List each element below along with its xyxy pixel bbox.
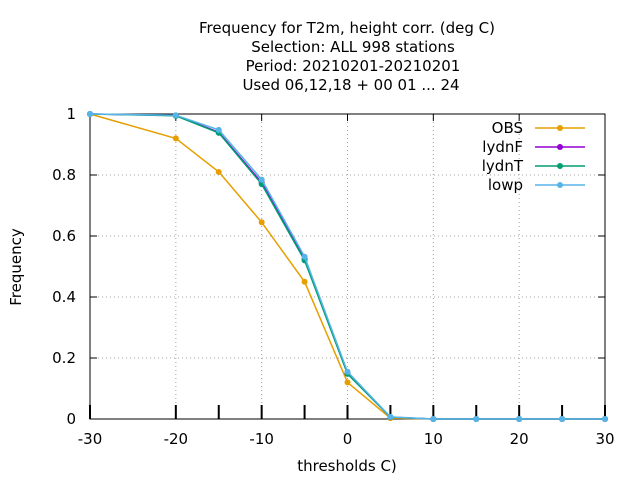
y-axis-label: Frequency — [7, 228, 25, 306]
series-lowp — [87, 111, 608, 422]
title-line-2: Selection: ALL 998 stations — [251, 38, 455, 56]
y-tick-label: 1 — [66, 105, 76, 123]
y-tick-label: 0.6 — [52, 227, 76, 245]
x-tick-label: 10 — [424, 430, 443, 448]
data-point — [559, 416, 566, 422]
data-point — [516, 416, 523, 422]
x-tick-label: 20 — [510, 430, 529, 448]
data-point — [473, 416, 480, 422]
series-line — [89, 113, 605, 420]
legend-swatch-marker — [557, 182, 563, 188]
y-tick-label: 0.2 — [52, 349, 76, 367]
chart-title: Frequency for T2m, height corr. (deg C) … — [199, 19, 495, 94]
data-point — [172, 135, 179, 142]
legend-swatch-marker — [557, 163, 563, 169]
axes: 0 0.2 0.4 0.6 0.8 1 -30 -20 -10 0 10 20 30 — [52, 105, 614, 448]
data-point — [344, 368, 351, 375]
legend-label: OBS — [492, 119, 523, 137]
x-tick-label: 0 — [343, 430, 353, 448]
data-point — [258, 219, 265, 226]
data-point — [602, 416, 608, 422]
legend-swatch-marker — [557, 144, 563, 150]
data-point — [430, 416, 437, 422]
data-point — [387, 413, 394, 420]
data-point — [301, 278, 308, 285]
y-tick-label: 0.8 — [52, 166, 76, 184]
data-point — [215, 126, 222, 133]
legend-label: lydnF — [482, 138, 523, 156]
data-point — [301, 253, 308, 260]
data-point — [215, 168, 222, 175]
data-point — [344, 379, 351, 386]
title-line-4: Used 06,12,18 + 00 01 ... 24 — [242, 76, 459, 94]
data-point — [172, 112, 179, 119]
grid-lines — [90, 114, 605, 419]
series-layer — [87, 111, 608, 422]
x-axis-label: thresholds C) — [297, 457, 397, 475]
x-tick-label: -20 — [164, 430, 189, 448]
legend-swatch-marker — [557, 125, 563, 131]
title-line-3: Period: 20210201-20210201 — [246, 57, 461, 75]
y-tick-label: 0.4 — [52, 288, 76, 306]
data-point — [87, 111, 93, 117]
x-tick-label: -10 — [249, 430, 274, 448]
y-tick-label: 0 — [66, 410, 76, 428]
title-line-1: Frequency for T2m, height corr. (deg C) — [199, 19, 495, 37]
plot-frame — [89, 113, 606, 420]
data-point — [258, 176, 265, 183]
legend-label: lowp — [488, 176, 523, 194]
x-tick-label: 30 — [595, 430, 614, 448]
legend-label: lydnT — [482, 157, 524, 175]
x-tick-label: -30 — [78, 430, 103, 448]
